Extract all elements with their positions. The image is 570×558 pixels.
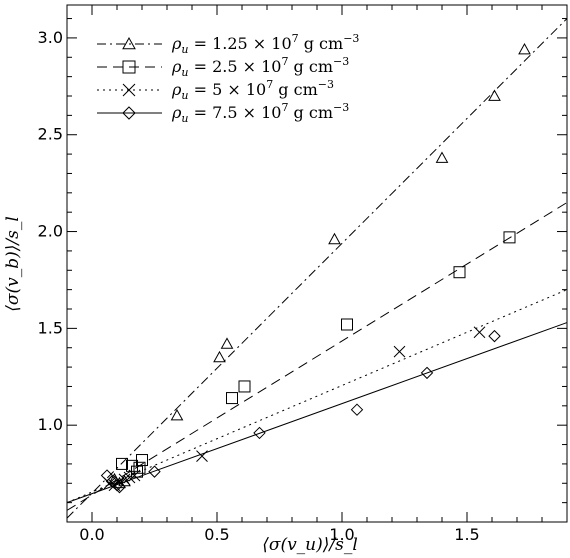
data-point-x (393, 345, 406, 358)
y-tick-label: 2.5 (38, 125, 63, 144)
series-diamond (100, 329, 501, 494)
fit-line-x (66, 289, 568, 504)
data-point-diamond (100, 469, 114, 482)
axis-ticks (66, 5, 568, 523)
data-point-square (116, 457, 128, 470)
data-point-triangle (213, 350, 226, 363)
legend-marker-diamond (122, 106, 136, 120)
data-point-x (196, 450, 208, 463)
data-point-diamond (253, 426, 266, 440)
legend-item-triangle: ρu = 1.25 × 107 g cm−3 (97, 32, 359, 56)
y-tick-label: 1.5 (38, 318, 63, 337)
legend-item-square: ρu = 2.5 × 107 g cm−3 (97, 55, 349, 79)
data-point-square (136, 454, 148, 467)
x-axis-label: ⟨σ(v_u)⟩/s_l (262, 535, 358, 555)
series-square (116, 231, 516, 478)
x-tick-label: 0.0 (79, 525, 104, 544)
legend-label: ρu = 7.5 × 107 g cm−3 (171, 101, 349, 125)
legend-marker-square (122, 60, 136, 74)
data-point-triangle (170, 408, 184, 421)
y-tick-label: 3.0 (38, 28, 63, 47)
x-tick-label: 0.5 (204, 525, 229, 544)
legend-item-x: ρu = 5 × 107 g cm−3 (97, 78, 334, 102)
data-point-square (341, 318, 353, 331)
data-point-square (503, 231, 516, 244)
legend-label: ρu = 1.25 × 107 g cm−3 (171, 32, 359, 56)
data-point-diamond (105, 475, 119, 488)
y-tick-label: 1.0 (38, 415, 63, 434)
data-point-diamond (113, 480, 126, 494)
axis-tick-labels: 0.0 0.5 1.0 1.5 1.0 1.5 2.0 2.5 3.0 (38, 28, 480, 544)
data-point-triangle (488, 89, 501, 101)
data-point-diamond (350, 403, 364, 416)
legend-item-diamond: ρu = 7.5 × 107 g cm−3 (97, 101, 349, 125)
data-point-square (238, 380, 251, 393)
y-axis-label: ⟨σ(v_b)⟩/s_l (3, 216, 23, 312)
data-point-square (226, 392, 238, 405)
data-point-square (133, 461, 146, 474)
data-point-triangle (435, 151, 449, 163)
x-tick-label: 1.5 (454, 525, 479, 544)
series-x (103, 326, 486, 492)
data-point-triangle (220, 337, 234, 349)
data-point-diamond (488, 329, 501, 343)
x-tick-label: 1.0 (329, 525, 354, 544)
data-point-diamond (420, 366, 434, 380)
data-point-square (131, 465, 143, 478)
data-point-x (473, 326, 486, 339)
legend-marker-triangle (122, 36, 136, 50)
y-tick-label: 2.0 (38, 222, 63, 241)
legend: ρu = 1.25 × 107 g cm−3ρu = 2.5 × 107 g c… (97, 32, 359, 125)
data-point-triangle (328, 232, 341, 245)
data-point-triangle (518, 43, 531, 55)
legend-marker-x (122, 83, 136, 97)
legend-label: ρu = 2.5 × 107 g cm−3 (171, 55, 349, 79)
data-point-square (453, 266, 466, 279)
fit-line-triangle (66, 18, 568, 519)
data-point-x (128, 469, 141, 482)
fit-line-square (66, 202, 568, 511)
data-markers (100, 43, 531, 494)
legend-label: ρu = 5 × 107 g cm−3 (171, 78, 334, 102)
data-point-diamond (148, 465, 161, 478)
